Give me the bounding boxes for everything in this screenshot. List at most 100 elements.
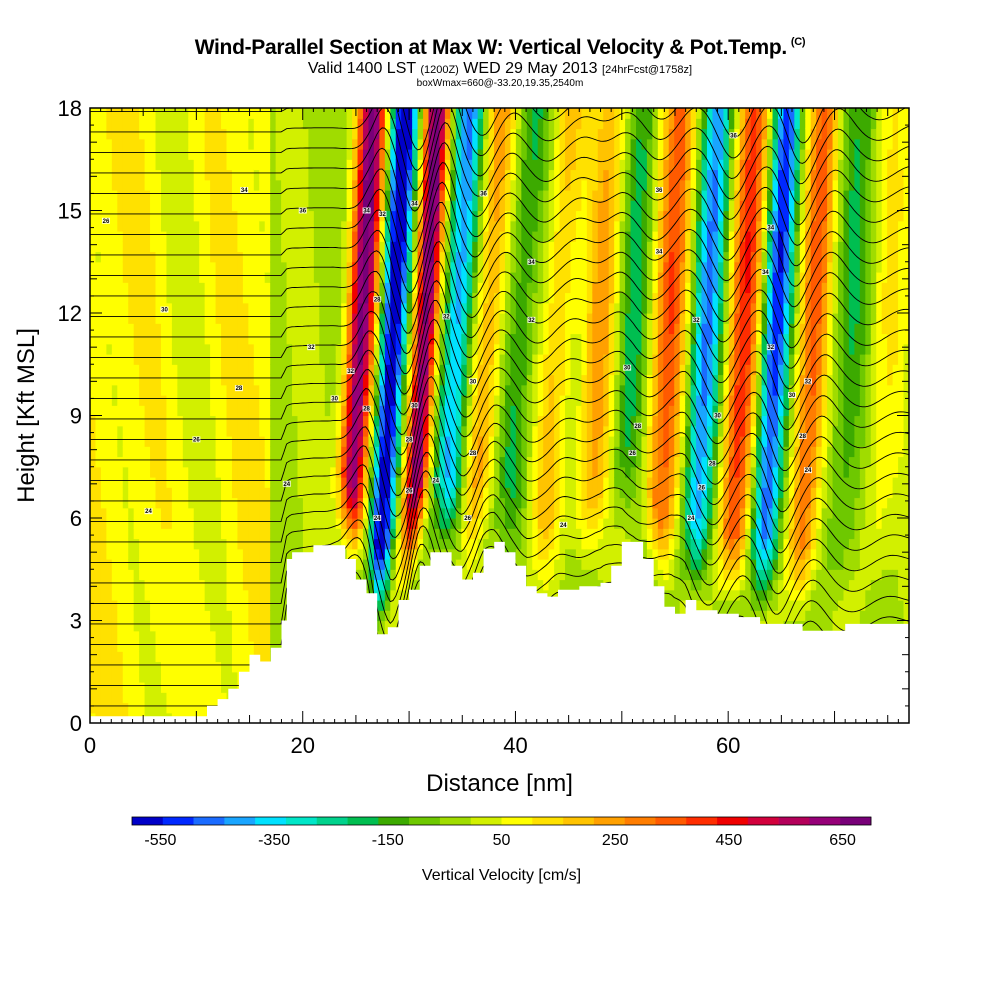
isentrope-line xyxy=(90,376,909,476)
colorbar-swatch xyxy=(255,817,287,825)
contour-label: 36 xyxy=(656,188,663,194)
contour-label: 32 xyxy=(379,212,386,218)
colorbar-swatch xyxy=(378,817,410,825)
contour-label: 26 xyxy=(698,485,705,491)
y-tick-label: 0 xyxy=(70,711,82,736)
chart-subtitle: Valid 1400 LST (1200Z) WED 29 May 2013 [… xyxy=(307,60,693,77)
contour-label-bg xyxy=(373,296,382,303)
isentrope-line xyxy=(90,181,909,273)
colorbar-swatch xyxy=(347,817,379,825)
colorbar-swatch xyxy=(717,817,749,825)
contour-label: 26 xyxy=(406,489,413,495)
contour-label: 24 xyxy=(283,482,290,488)
contour-label: 26 xyxy=(629,451,636,457)
isentrope-line xyxy=(90,338,909,436)
contour-label-bg xyxy=(378,210,387,217)
colorbar: -550 -350 -150 50 250 450 650 Vertical Velocity… xyxy=(131,816,872,884)
contour-label: 28 xyxy=(374,297,381,303)
y-axis-label: Height [Kft MSL] xyxy=(13,328,40,503)
contour-label: 28 xyxy=(470,451,477,457)
isentrope-line xyxy=(90,260,909,355)
contour-label-bg xyxy=(655,187,664,193)
contour-label-bg xyxy=(729,132,738,139)
isentrope-line xyxy=(90,108,907,151)
contour-label-bg xyxy=(431,477,440,484)
colorbar-swatch xyxy=(655,817,687,825)
isentrope-line xyxy=(90,507,909,624)
contour-label: 30 xyxy=(161,308,168,314)
chart-title: Wind-Parallel Section at Max W: Vertical… xyxy=(194,36,806,59)
contour-label-bg xyxy=(144,508,153,515)
contour-label-bg xyxy=(766,344,775,351)
isentrope-line xyxy=(90,470,909,581)
contour-label: 28 xyxy=(406,437,413,443)
contour-label: 30 xyxy=(714,414,721,420)
colorbar-tick-label: -350 xyxy=(258,832,290,849)
contour-label-bg xyxy=(298,207,307,214)
isentrope-line xyxy=(90,240,909,334)
contour-label: 30 xyxy=(789,393,796,399)
colorbar-swatch xyxy=(316,817,348,825)
contour-label: 24 xyxy=(374,516,381,522)
contour-label: 36 xyxy=(730,133,737,139)
isentrope-line xyxy=(90,395,909,496)
contour-label: 32 xyxy=(528,318,535,324)
y-tick-label: 6 xyxy=(70,506,82,531)
contour-label-bg xyxy=(405,487,414,494)
y-tick-label: 3 xyxy=(70,609,82,634)
contour-label-bg xyxy=(803,378,812,385)
contour-label-bg xyxy=(468,450,477,457)
colorbar-swatch xyxy=(224,817,256,825)
contour-label-bg xyxy=(761,269,770,275)
contour-label-bg xyxy=(692,316,701,323)
contour-label-bg xyxy=(527,258,536,265)
chart-subtitle-box: boxWmax=660@-33.20,19.35,2540m xyxy=(416,78,584,89)
contour-label-bg xyxy=(788,392,796,398)
colorbar-tick-label: -150 xyxy=(372,832,404,849)
contour-label: 26 xyxy=(464,516,471,522)
contour-label-bg xyxy=(463,515,472,521)
contour-label-bg xyxy=(623,364,632,371)
contour-label-bg xyxy=(362,405,371,412)
contour-label: 32 xyxy=(347,369,354,375)
contour-label: 30 xyxy=(624,366,631,372)
contour-label: 34 xyxy=(767,226,774,232)
colorbar-swatch xyxy=(747,817,779,825)
contour-label-bg xyxy=(410,402,419,409)
contour-label-bg xyxy=(559,521,568,528)
contour-label: 32 xyxy=(693,318,700,324)
contour-label-bg xyxy=(708,460,717,467)
contour-label-bg xyxy=(479,190,488,197)
colorbar-swatch xyxy=(193,817,225,825)
contour-label: 24 xyxy=(432,478,439,484)
isentrope-line xyxy=(90,300,909,395)
isentrope-line xyxy=(90,318,909,415)
velocity-field xyxy=(90,108,909,723)
contour-label: 28 xyxy=(363,407,370,413)
contour-label-bg xyxy=(373,515,382,521)
colorbar-swatch xyxy=(439,817,472,825)
colorbar-tick-label: 250 xyxy=(602,832,629,849)
contour-label-bg xyxy=(192,436,201,443)
x-axis-label: Distance [nm] xyxy=(426,770,573,797)
contour-label: 36 xyxy=(299,209,306,215)
contour-label: 32 xyxy=(805,379,812,385)
contour-label-bg xyxy=(697,484,706,491)
contour-label: 34 xyxy=(762,270,769,276)
x-tick-label: 0 xyxy=(84,733,96,758)
colorbar-swatch xyxy=(470,817,502,825)
contour-label: 28 xyxy=(634,424,641,430)
contour-label-bg xyxy=(362,207,371,214)
contour-label-bg xyxy=(234,385,243,392)
isentrope-line xyxy=(90,201,909,294)
contour-label: 32 xyxy=(767,345,774,351)
contour-label-bg xyxy=(527,316,536,323)
colorbar-label: Vertical Velocity [cm/s] xyxy=(422,867,581,884)
contour-label-bg xyxy=(803,467,812,474)
contour-label: 34 xyxy=(528,260,535,266)
contour-label-bg xyxy=(628,450,637,457)
contour-label-bg xyxy=(410,200,419,207)
y-tick-label: 15 xyxy=(58,199,82,224)
contour-label: 24 xyxy=(805,468,812,474)
